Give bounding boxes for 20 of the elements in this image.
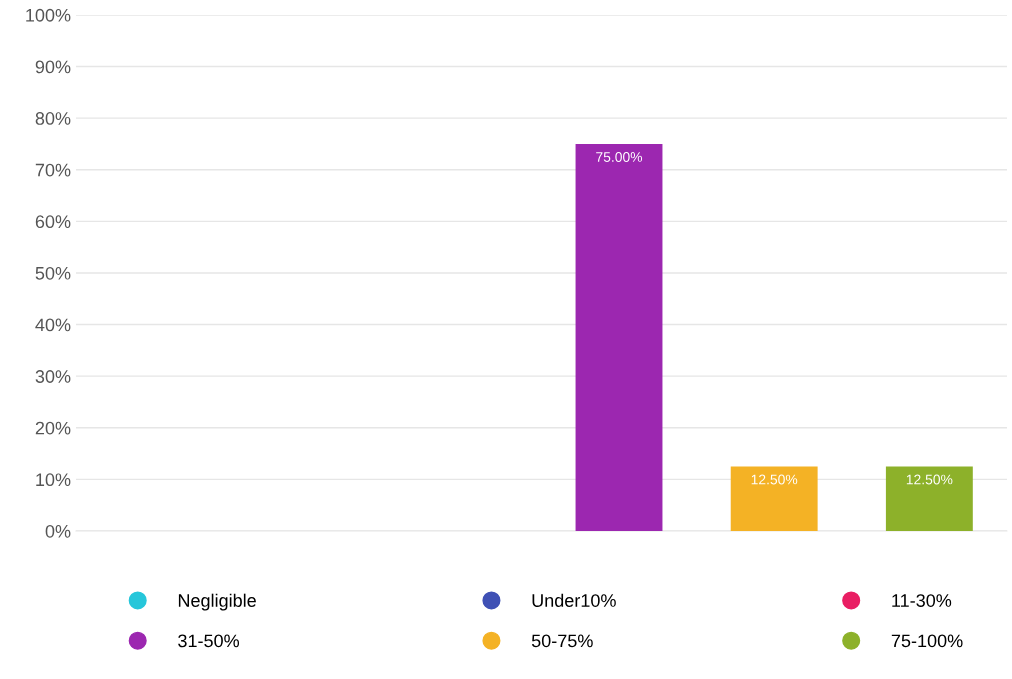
legend-label: 31-50%: [178, 634, 240, 648]
y-tick-label: 80%: [35, 112, 71, 125]
legend-label: Negligible: [178, 593, 256, 611]
y-tick-label: 90%: [35, 60, 71, 74]
y-tick-label: 100%: [26, 8, 71, 22]
legend-label: 75-100%: [891, 634, 963, 648]
data-label: 12.50%: [751, 474, 798, 485]
y-tick-label: 20%: [35, 421, 71, 435]
y-tick-label: 40%: [35, 318, 71, 332]
legend-label: 50-75%: [531, 634, 593, 648]
data-label: 12.50%: [906, 474, 953, 485]
legend-label: Under10%: [532, 593, 616, 607]
y-tick-label: 60%: [35, 215, 71, 229]
y-tick-label: 50%: [35, 266, 71, 280]
y-tick-label: 30%: [35, 370, 71, 383]
y-tick-label: 10%: [36, 473, 71, 487]
legend-label: 11-30%: [892, 594, 952, 607]
y-tick-label: 0%: [45, 524, 71, 538]
data-label: 75.00%: [596, 152, 643, 162]
y-tick-label: 70%: [35, 163, 71, 177]
